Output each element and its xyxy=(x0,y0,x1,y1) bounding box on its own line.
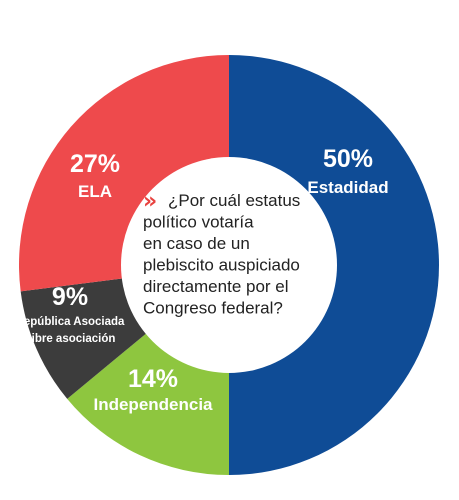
question-line: directamente por el xyxy=(143,277,289,296)
slice-label-estadidad: Estadidad xyxy=(307,178,388,197)
question-marker-icon: » xyxy=(143,189,157,214)
slice-label-republica: Libre asociación xyxy=(25,333,116,345)
donut-hole xyxy=(121,157,337,373)
slice-label-independencia: Independencia xyxy=(93,395,213,414)
slice-percent-ela: 27% xyxy=(70,150,120,178)
question-line: ¿Por cuál estatus xyxy=(168,191,300,210)
question-line: plebiscito auspiciado xyxy=(143,256,300,275)
question-line: en caso de un xyxy=(143,234,250,253)
slice-percent-independencia: 14% xyxy=(128,365,178,393)
slice-label-republica: República Asociada xyxy=(16,316,125,328)
slice-percent-estadidad: 50% xyxy=(323,145,373,173)
question-line: Congreso federal? xyxy=(143,299,283,318)
slice-percent-republica: 9% xyxy=(52,283,88,311)
slice-labels: 50% Estadidad 14% Independencia 9% República … xyxy=(16,145,389,414)
chart-question: » ¿Por cuál estatus político votaría en cas… xyxy=(143,189,300,318)
question-line: político votaría xyxy=(143,213,254,232)
slice-label-ela: ELA xyxy=(78,182,112,201)
